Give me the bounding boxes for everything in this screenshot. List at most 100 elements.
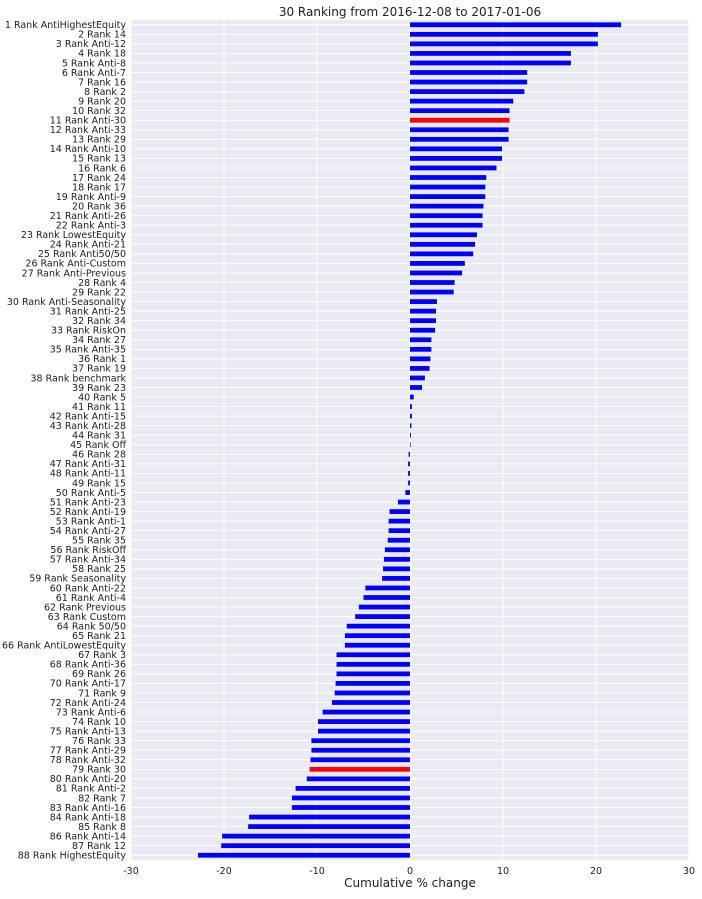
bar: [410, 51, 571, 56]
bar: [355, 614, 410, 619]
bar: [344, 642, 410, 648]
category-label: 28 Rank 4: [78, 278, 126, 289]
category-label: 10 Rank 32: [72, 106, 126, 117]
category-label: 70 Rank Anti-17: [50, 679, 126, 690]
bar: [222, 833, 410, 839]
bar: [410, 385, 423, 390]
bar: [410, 213, 483, 219]
category-label: 59 Rank Seasonality: [29, 574, 126, 585]
bar: [383, 566, 410, 572]
category-label: 76 Rank 33: [72, 736, 126, 747]
bar: [410, 318, 437, 324]
bar: [410, 241, 476, 247]
category-label: 53 Rank Anti-1: [56, 516, 126, 527]
bar: [410, 31, 598, 37]
category-label: 43 Rank Anti-28: [50, 421, 126, 432]
bar: [346, 623, 410, 629]
category-label: 37 Rank 19: [72, 364, 126, 375]
category-label: 17 Rank 24: [72, 173, 126, 184]
bar: [410, 413, 412, 419]
category-label: 23 Rank LowestEquity: [21, 230, 127, 241]
bar: [410, 251, 474, 257]
bar: [410, 442, 411, 448]
bar: [408, 451, 410, 457]
category-label: 38 Rank benchmark: [31, 373, 127, 384]
category-label: 80 Rank Anti-20: [50, 774, 126, 785]
bar: [365, 585, 410, 591]
category-label: 25 Rank Anti50/50: [38, 249, 126, 260]
category-label: 67 Rank 3: [78, 650, 126, 661]
bar: [405, 490, 410, 495]
bar: [410, 89, 525, 94]
x-tick-label: 30: [683, 866, 695, 877]
bar: [410, 261, 465, 266]
category-label: 64 Rank 50/50: [57, 621, 126, 632]
bar: [291, 805, 410, 810]
category-label: 62 Rank Previous: [44, 602, 126, 613]
bar: [408, 480, 410, 486]
category-label: 14 Rank Anti-10: [50, 144, 126, 155]
category-label: 57 Rank Anti-34: [50, 555, 126, 566]
category-label: 68 Rank Anti-36: [50, 660, 126, 671]
category-label: 86 Rank Anti-14: [50, 831, 126, 842]
category-label: 12 Rank Anti-33: [50, 125, 126, 136]
bar: [344, 633, 410, 639]
category-label: 77 Rank Anti-29: [50, 746, 126, 757]
bar: [387, 537, 410, 543]
bar: [311, 738, 410, 744]
chart-title: 30 Ranking from 2016-12-08 to 2017-01-06: [279, 5, 541, 19]
category-label: 18 Rank 17: [72, 182, 126, 193]
category-label: 5 Rank Anti-8: [62, 58, 126, 69]
bar: [249, 814, 410, 820]
bar: [335, 681, 410, 686]
bar: [317, 728, 410, 734]
bar: [397, 499, 410, 505]
bar: [363, 595, 410, 600]
category-label: 41 Rank 11: [72, 402, 126, 413]
bar: [408, 461, 410, 467]
bar: [291, 795, 410, 801]
bar: [410, 337, 432, 343]
category-label: 29 Rank 22: [72, 287, 126, 298]
category-label: 15 Rank 13: [72, 154, 126, 165]
category-label: 24 Rank Anti-21: [50, 240, 126, 251]
category-label: 22 Rank Anti-3: [56, 221, 126, 232]
category-label: 26 Rank Anti-Custom: [25, 259, 126, 270]
category-label: 27 Rank Anti-Previous: [22, 268, 126, 279]
category-label: 49 Rank 15: [72, 478, 126, 489]
bar: [197, 852, 410, 858]
category-label: 30 Rank Anti-Seasonality: [7, 297, 126, 308]
bar: [384, 547, 410, 553]
bar: [410, 366, 430, 371]
category-label: 35 Rank Anti-35: [50, 345, 126, 356]
bar: [331, 700, 410, 705]
category-label: 63 Rank Custom: [48, 612, 126, 623]
bar: [309, 766, 410, 772]
bar: [336, 661, 410, 667]
category-label: 11 Rank Anti-30: [50, 116, 126, 127]
x-tick-label: 20: [590, 866, 602, 877]
category-label: 3 Rank Anti-12: [56, 39, 126, 50]
category-label: 2 Rank 14: [78, 30, 126, 41]
category-label: 71 Rank 9: [78, 688, 126, 699]
bar: [410, 165, 497, 171]
bar: [389, 509, 410, 514]
bar: [410, 156, 503, 161]
bar: [408, 471, 410, 476]
category-label: 78 Rank Anti-32: [50, 755, 126, 766]
category-label: 19 Rank Anti-9: [56, 192, 126, 203]
category-label: 8 Rank 2: [84, 87, 126, 98]
bars: [197, 22, 622, 858]
category-label: 87 Rank 12: [72, 841, 126, 852]
category-label: 84 Rank Anti-18: [50, 812, 126, 823]
bar: [295, 786, 410, 791]
category-label: 9 Rank 20: [78, 96, 126, 107]
bar: [410, 70, 528, 75]
bar: [388, 518, 410, 524]
category-label: 83 Rank Anti-16: [50, 803, 126, 814]
bar: [322, 709, 410, 715]
bar: [334, 690, 410, 696]
bar: [410, 280, 455, 285]
